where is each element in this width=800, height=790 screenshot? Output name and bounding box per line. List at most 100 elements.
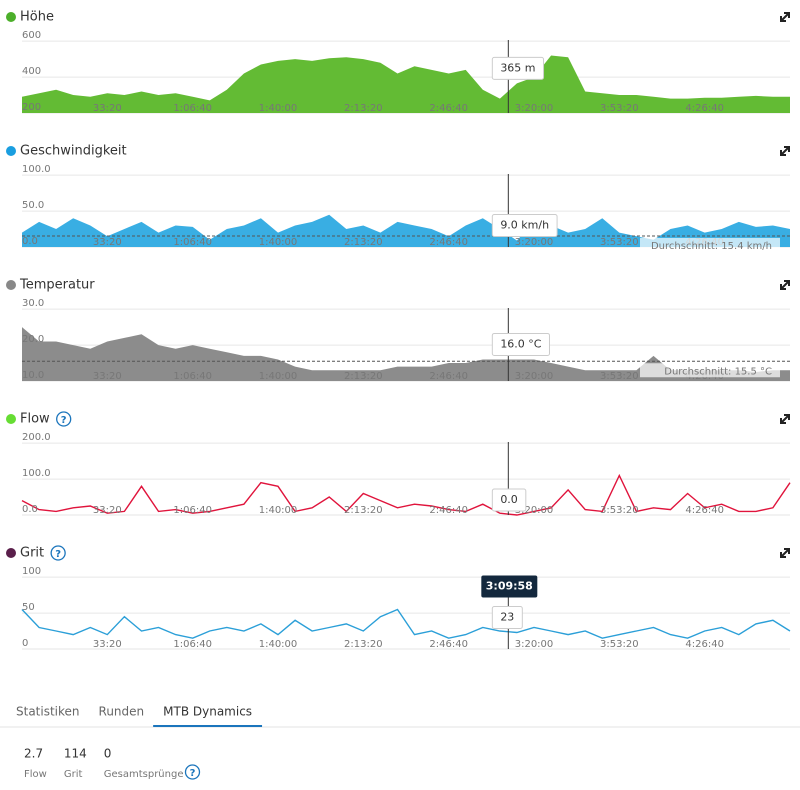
stat-label: Flow xyxy=(24,769,47,780)
help-icon-mark: ? xyxy=(55,549,61,560)
x-tick-label: 2:13:20 xyxy=(344,103,383,114)
tab[interactable]: Statistiken xyxy=(16,705,80,719)
x-tick-label: 2:46:40 xyxy=(429,237,468,248)
x-tick-label: 33:20 xyxy=(93,639,122,650)
expand-icon[interactable] xyxy=(780,146,790,156)
x-tick-label: 1:06:40 xyxy=(173,505,212,516)
tooltip xyxy=(491,332,550,356)
x-tick-label: 2:13:20 xyxy=(344,505,383,516)
tooltip xyxy=(491,605,523,629)
expand-icon[interactable] xyxy=(780,414,790,424)
tooltip-label: 0.0 xyxy=(500,493,518,506)
x-tick-label: 3:20:00 xyxy=(515,505,554,516)
cursor-time-badge xyxy=(481,575,538,598)
tab[interactable]: Runden xyxy=(99,705,145,719)
y-tick-label: 50 xyxy=(22,602,35,613)
tab-underline xyxy=(153,725,263,727)
x-tick-label: 1:40:00 xyxy=(259,237,298,248)
area xyxy=(22,214,790,247)
x-tick-label: 3:53:20 xyxy=(600,505,639,516)
stat-value: 114 xyxy=(64,747,87,761)
x-tick-label: 1:40:00 xyxy=(259,103,298,114)
line xyxy=(21,608,791,639)
x-tick-label: 33:20 xyxy=(93,237,122,248)
tooltip-label: 23 xyxy=(500,610,514,623)
tooltip-label: 9.0 km/h xyxy=(500,219,549,232)
x-tick-label: 4:26:40 xyxy=(685,103,724,114)
average-label: Durchschnitt: 15.5 °C xyxy=(664,366,772,377)
x-tick-label: 2:46:40 xyxy=(429,103,468,114)
x-tick-label: 4:26:40 xyxy=(685,505,724,516)
legend-dot xyxy=(6,146,16,156)
tooltip-label: 365 m xyxy=(500,61,535,74)
x-tick-label: 1:06:40 xyxy=(173,371,212,382)
cursor-time: 3:09:58 xyxy=(486,579,533,592)
tooltip-label: 16.0 °C xyxy=(500,337,541,350)
x-tick-label: 3:20:00 xyxy=(515,103,554,114)
line xyxy=(21,473,791,516)
help-icon-mark: ? xyxy=(61,415,67,426)
x-tick-label: 1:06:40 xyxy=(173,237,212,248)
y-tick-label: 100 xyxy=(22,566,41,577)
x-tick-label: 2:13:20 xyxy=(344,639,383,650)
x-tick-label: 3:53:20 xyxy=(600,103,639,114)
y-tick-label: 0.0 xyxy=(22,504,38,515)
x-tick-label: 1:40:00 xyxy=(259,371,298,382)
x-tick-label: 2:13:20 xyxy=(344,237,383,248)
x-tick-label: 1:06:40 xyxy=(173,103,212,114)
average-label-bg xyxy=(640,363,780,378)
y-tick-label: 10.0 xyxy=(22,370,44,381)
help-icon[interactable] xyxy=(56,411,72,427)
chart-title: Höhe xyxy=(20,10,54,25)
tab[interactable]: MTB Dynamics xyxy=(163,705,252,719)
x-tick-label: 3:53:20 xyxy=(600,237,639,248)
legend-dot xyxy=(6,12,16,22)
y-tick-label: 100.0 xyxy=(22,468,51,479)
stat-value: 0 xyxy=(104,747,112,761)
x-tick-label: 1:06:40 xyxy=(173,639,212,650)
x-tick-label: 1:40:00 xyxy=(259,639,298,650)
x-tick-label: 3:53:20 xyxy=(600,371,639,382)
y-tick-label: 100.0 xyxy=(22,164,51,175)
chart-title: Temperatur xyxy=(19,278,95,293)
area xyxy=(22,55,790,113)
tooltip xyxy=(491,214,558,238)
expand-icon[interactable] xyxy=(780,12,790,22)
average-label: Durchschnitt: 15.4 km/h xyxy=(651,241,772,252)
chart-title: Flow xyxy=(20,412,50,427)
y-tick-label: 400 xyxy=(22,66,41,77)
x-tick-label: 3:20:00 xyxy=(515,237,554,248)
y-tick-label: 0 xyxy=(22,638,28,649)
expand-icon[interactable] xyxy=(780,280,790,290)
x-tick-label: 4:26:40 xyxy=(685,639,724,650)
x-tick-label: 33:20 xyxy=(93,505,122,516)
tooltip xyxy=(491,56,545,80)
legend-dot xyxy=(6,414,16,424)
x-tick-label: 2:46:40 xyxy=(429,371,468,382)
x-tick-label: 2:46:40 xyxy=(429,505,468,516)
stat-label: Gesamtsprünge xyxy=(104,769,184,780)
expand-icon[interactable] xyxy=(780,548,790,558)
x-tick-label: 2:46:40 xyxy=(429,639,468,650)
area xyxy=(22,327,790,381)
y-tick-label: 200.0 xyxy=(22,432,51,443)
stat-label: Grit xyxy=(64,769,83,780)
y-tick-label: 20.0 xyxy=(22,334,44,345)
y-tick-label: 50.0 xyxy=(22,200,44,211)
legend-dot xyxy=(6,280,16,290)
chart-title: Grit xyxy=(20,546,44,561)
help-icon-mark: ? xyxy=(190,768,196,779)
y-tick-label: 200 xyxy=(22,102,41,113)
help-icon[interactable] xyxy=(184,764,201,780)
help-icon[interactable] xyxy=(50,545,66,561)
stat-value: 2.7 xyxy=(24,747,43,761)
x-tick-label: 3:20:00 xyxy=(515,371,554,382)
chart-title: Geschwindigkeit xyxy=(20,144,127,159)
x-tick-label: 2:13:20 xyxy=(344,371,383,382)
y-tick-label: 600 xyxy=(22,30,41,41)
x-tick-label: 3:53:20 xyxy=(600,639,639,650)
legend-dot xyxy=(6,548,16,558)
y-tick-label: 30.0 xyxy=(22,298,44,309)
x-tick-label: 1:40:00 xyxy=(259,505,298,516)
